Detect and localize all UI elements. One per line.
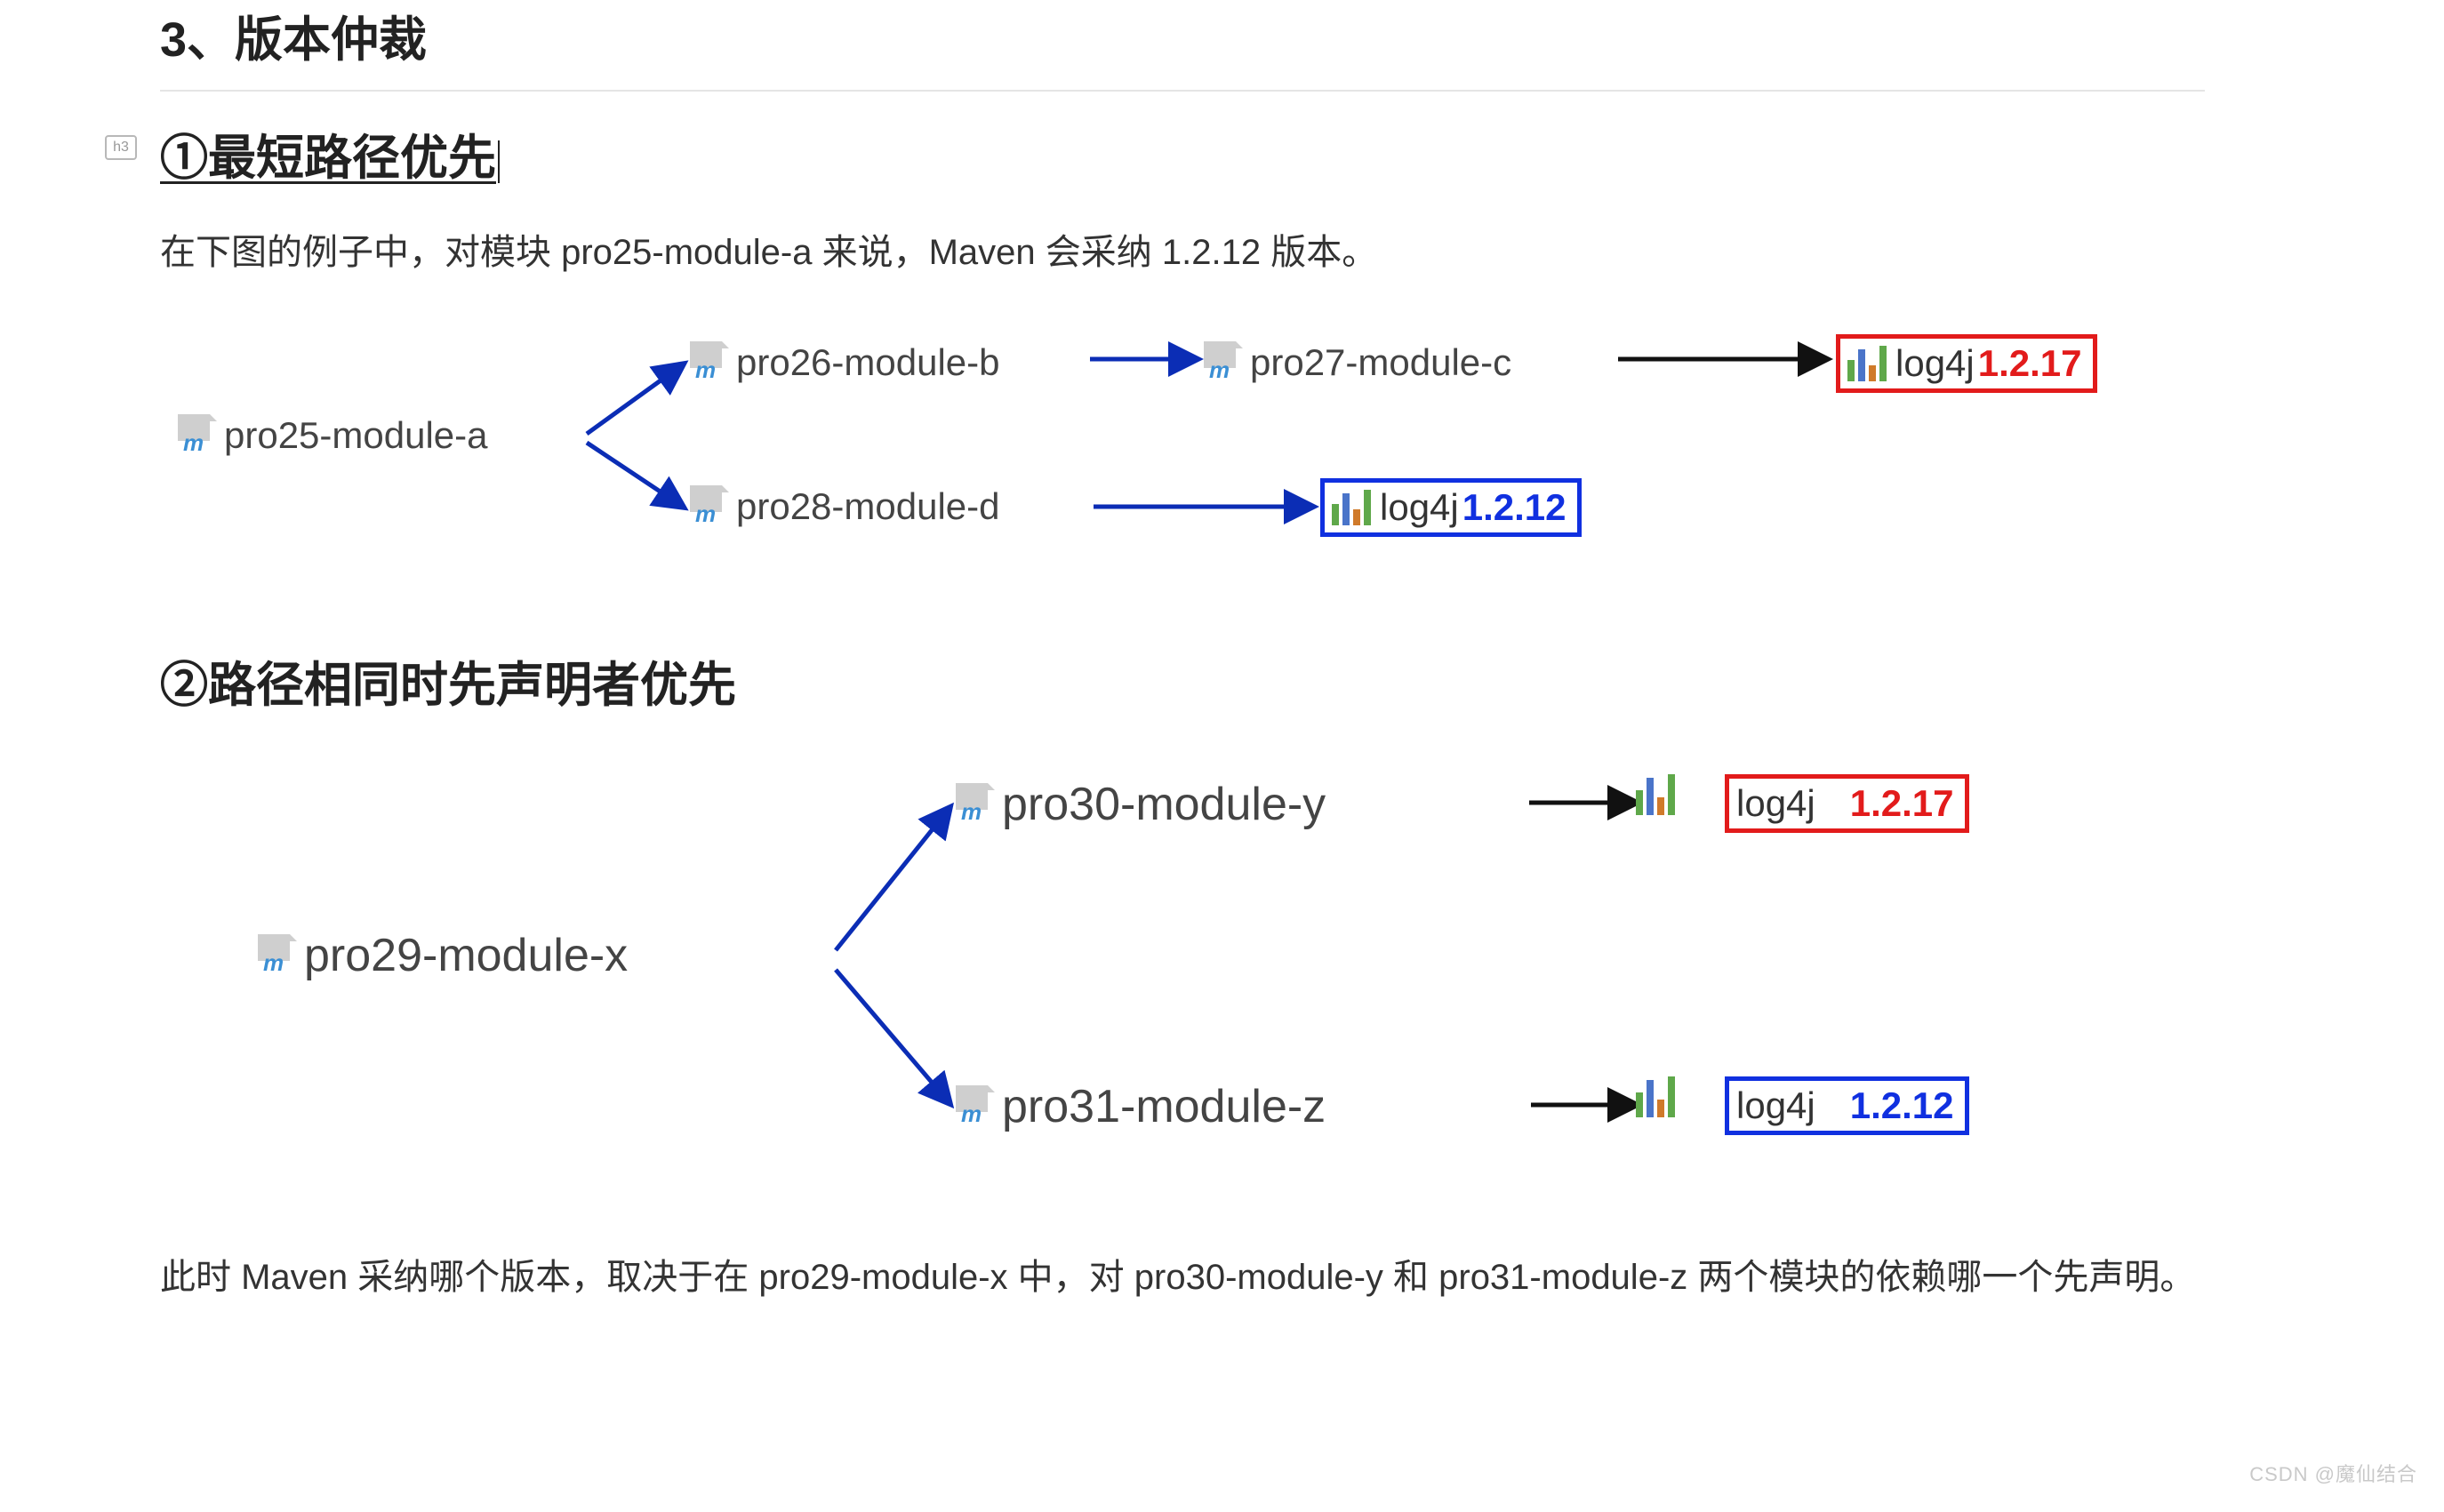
log4j-icon-wrap — [1636, 780, 1684, 815]
module-label: pro31-module-z — [1002, 1080, 1326, 1133]
module-node-z: mpro31-module-z — [956, 1080, 1326, 1133]
log4j-icon-wrap — [1636, 1082, 1684, 1117]
version-box-l2: log4j 1.2.12 — [1725, 1076, 1969, 1135]
text-cursor — [498, 140, 500, 183]
log4j-icon — [1847, 346, 1887, 381]
log4j-icon — [1636, 780, 1675, 815]
section1-paragraph: 在下图的例子中，对模块 pro25-module-a 来说，Maven 会采纳 … — [160, 224, 2205, 281]
module-node-y: mpro30-module-y — [956, 778, 1326, 831]
page-content: 3、版本仲裁 ①最短路径优先 在下图的例子中，对模块 pro25-module-… — [160, 0, 2205, 1350]
lib-name: log4j — [1895, 342, 1975, 385]
version-box-l1: log4j1.2.17 — [1836, 334, 2097, 393]
lib-version: 1.2.17 — [1978, 342, 2082, 385]
maven-icon: m — [956, 783, 993, 826]
diagram-first-declared: mpro29-module-xmpro30-module-ympro31-mod… — [160, 751, 2205, 1178]
maven-icon: m — [1204, 341, 1241, 384]
log4j-icon — [1636, 1082, 1675, 1117]
h3-badge: h3 — [105, 135, 137, 160]
module-label: pro26-module-b — [736, 341, 1000, 384]
section2-paragraph: 此时 Maven 采纳哪个版本，取决于在 pro29-module-x 中，对 … — [160, 1249, 2205, 1306]
section1-heading-text: ①最短路径优先 — [160, 132, 496, 185]
version-box-l2: log4j1.2.12 — [1320, 478, 1582, 537]
module-node-b: mpro26-module-b — [690, 341, 1000, 384]
maven-icon: m — [956, 1085, 993, 1128]
watermark: CSDN @魔仙结合 — [2249, 1459, 2417, 1487]
module-node-d: mpro28-module-d — [690, 485, 1000, 528]
module-label: pro27-module-c — [1250, 341, 1511, 384]
lib-version: 1.2.12 — [1819, 1084, 1954, 1127]
section-title: 3、版本仲裁 — [160, 0, 2205, 92]
diagram-shortest-path: mpro25-module-ampro26-module-bmpro27-mod… — [160, 325, 2205, 574]
module-node-a: mpro25-module-a — [178, 414, 488, 457]
log4j-icon — [1332, 490, 1371, 525]
maven-icon: m — [690, 341, 727, 384]
module-node-c: mpro27-module-c — [1204, 341, 1511, 384]
module-label: pro28-module-d — [736, 485, 1000, 528]
module-node-x: mpro29-module-x — [258, 929, 628, 982]
lib-version: 1.2.17 — [1819, 782, 1954, 825]
module-label: pro30-module-y — [1002, 778, 1326, 831]
section1-heading: ①最短路径优先 — [160, 118, 2205, 188]
module-label: pro25-module-a — [224, 414, 488, 457]
lib-name: log4j — [1736, 1084, 1815, 1127]
lib-name: log4j — [1380, 486, 1459, 529]
maven-icon: m — [178, 414, 215, 457]
version-box-l1: log4j 1.2.17 — [1725, 774, 1969, 833]
maven-icon: m — [690, 485, 727, 528]
lib-name: log4j — [1736, 782, 1815, 825]
lib-version: 1.2.12 — [1462, 486, 1567, 529]
module-label: pro29-module-x — [304, 929, 628, 982]
section2-heading: ②路径相同时先声明者优先 — [160, 645, 2205, 716]
maven-icon: m — [258, 934, 295, 977]
